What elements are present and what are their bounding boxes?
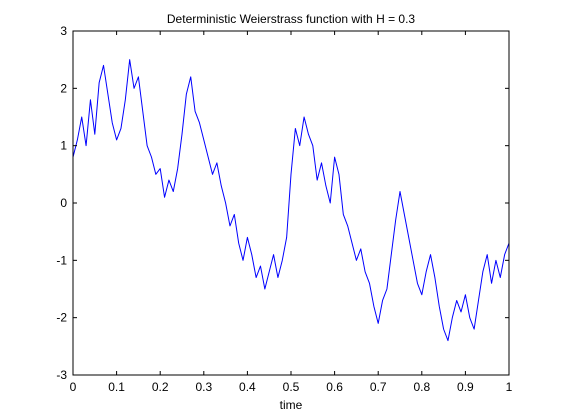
chart-title: Deterministic Weierstrass function with … bbox=[167, 12, 416, 26]
y-tick-label: -3 bbox=[56, 368, 67, 382]
x-tick-label: 1 bbox=[506, 380, 513, 394]
y-tick-label: -2 bbox=[56, 311, 67, 325]
y-tick-label: 3 bbox=[60, 24, 67, 38]
x-axis-label: time bbox=[280, 398, 303, 412]
x-tick-label: 0.7 bbox=[370, 380, 387, 394]
y-tick-label: -1 bbox=[56, 253, 67, 267]
y-tick-label: 0 bbox=[60, 196, 67, 210]
x-axis-ticks: 0 0.1 0.2 0.3 0.4 0.5 0.6 0.7 0.8 0.9 1 bbox=[70, 31, 513, 394]
x-tick-label: 0.5 bbox=[283, 380, 300, 394]
x-tick-label: 0.4 bbox=[239, 380, 256, 394]
x-tick-label: 0.3 bbox=[195, 380, 212, 394]
x-tick-label: 0.1 bbox=[108, 380, 125, 394]
plot-area bbox=[73, 31, 509, 375]
x-tick-label: 0.6 bbox=[326, 380, 343, 394]
y-tick-label: 2 bbox=[60, 81, 67, 95]
series-layer bbox=[72, 59, 510, 342]
x-tick-label: 0.2 bbox=[152, 380, 169, 394]
series-line-0 bbox=[72, 59, 510, 342]
y-axis-ticks: -3 -2 -1 0 1 2 3 bbox=[56, 24, 509, 382]
x-tick-label: 0 bbox=[70, 380, 77, 394]
x-tick-label: 0.8 bbox=[413, 380, 430, 394]
y-tick-label: 1 bbox=[60, 139, 67, 153]
x-tick-label: 0.9 bbox=[457, 380, 474, 394]
